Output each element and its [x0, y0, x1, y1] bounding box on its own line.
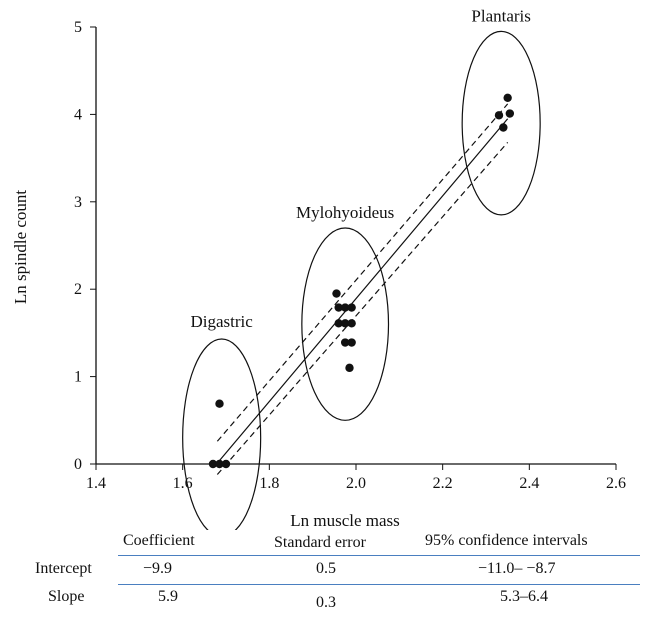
intercept-coefficient: −9.9 [143, 560, 172, 578]
cluster-ellipses: Digastric Mylohyoideus Plantaris [183, 6, 540, 530]
stats-row-intercept: Intercept −9.9 0.5 −11.0– −8.7 [0, 560, 650, 582]
header-standard-error: Standard error [274, 534, 366, 552]
y-tick-label: 4 [74, 106, 82, 123]
data-point [495, 111, 503, 119]
stats-header-row: Coefficient Standard error 95% confidenc… [0, 532, 650, 554]
scatter-chart: 1.4 1.6 1.8 2.0 2.2 2.4 2.6 0 1 2 3 4 5 Digastric Myl… [0, 0, 650, 530]
y-tick-label: 1 [74, 369, 82, 386]
y-tick-label: 5 [74, 19, 82, 36]
cluster-label: Plantaris [471, 6, 531, 25]
cluster-ellipse [462, 31, 540, 215]
y-tick-label: 3 [74, 194, 82, 211]
data-point [345, 364, 353, 372]
data-point [499, 123, 507, 131]
y-tick-label: 0 [74, 456, 82, 473]
stats-row-slope: Slope 5.9 0.3 5.3–6.4 [0, 588, 650, 610]
intercept-se: 0.5 [316, 560, 336, 578]
table-rule [118, 555, 640, 556]
data-point [347, 338, 355, 346]
slope-ci: 5.3–6.4 [500, 588, 548, 606]
row-label-intercept: Intercept [35, 560, 92, 578]
slope-coefficient: 5.9 [158, 588, 178, 606]
y-axis-label: Ln spindle count [11, 190, 30, 305]
data-point [332, 289, 340, 297]
data-point [503, 94, 511, 102]
x-axis-label: Ln muscle mass [290, 511, 400, 530]
table-rule [118, 584, 640, 585]
regression-lines [217, 104, 507, 475]
x-tick-label: 2.0 [346, 475, 366, 492]
x-tick-label: 1.6 [173, 475, 193, 492]
cluster-ellipse [183, 339, 261, 530]
data-point [347, 319, 355, 327]
cluster-label: Mylohyoideus [296, 203, 394, 222]
intercept-ci: −11.0– −8.7 [478, 560, 555, 578]
data-point [222, 460, 230, 468]
cluster-label: Digastric [191, 312, 254, 331]
row-label-slope: Slope [48, 588, 84, 606]
slope-se: 0.3 [316, 594, 336, 612]
x-tick-label: 2.2 [433, 475, 453, 492]
data-point [347, 303, 355, 311]
header-confidence-intervals: 95% confidence intervals [425, 532, 588, 550]
x-tick-label: 2.6 [606, 475, 626, 492]
data-point [506, 109, 514, 117]
x-tick-label: 1.4 [86, 475, 106, 492]
header-coefficient: Coefficient [123, 532, 195, 550]
data-point [215, 399, 223, 407]
x-tick-label: 1.8 [259, 475, 279, 492]
chart-ticks: 1.4 1.6 1.8 2.0 2.2 2.4 2.6 0 1 2 3 4 5 [74, 19, 626, 492]
x-tick-label: 2.4 [519, 475, 539, 492]
y-tick-label: 2 [74, 281, 82, 298]
